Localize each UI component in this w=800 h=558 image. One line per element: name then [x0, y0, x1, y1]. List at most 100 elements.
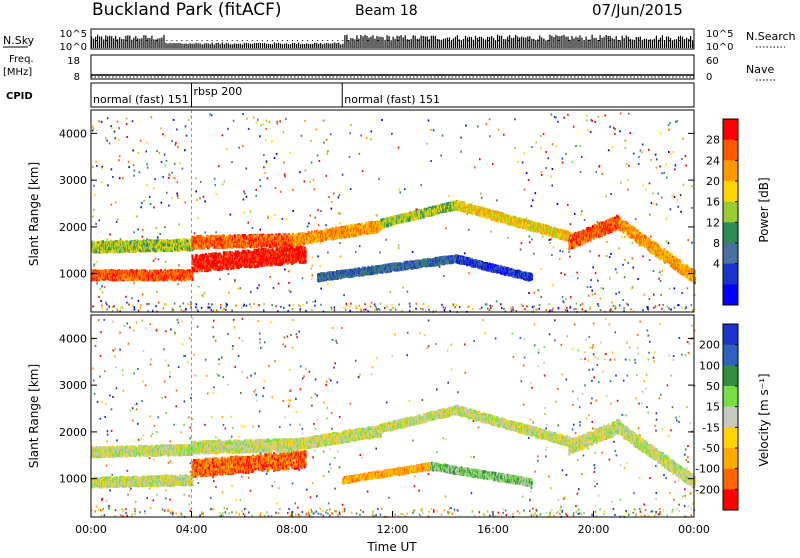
noise-bar [103, 39, 104, 48]
noise-bar [372, 35, 373, 48]
noise-bar [606, 35, 607, 48]
scatter-point [174, 303, 176, 305]
noise-bar [573, 38, 574, 48]
scatter-point [284, 175, 286, 177]
ground-echo-point [211, 303, 213, 305]
scatter-point [222, 134, 224, 136]
noise-bar [461, 40, 462, 48]
ground-echo-point [299, 305, 301, 307]
noise-bar [190, 43, 191, 48]
noise-bar [127, 35, 128, 48]
noise-bar [266, 44, 267, 48]
ground-echo-point [226, 303, 228, 305]
scatter-point [131, 297, 133, 299]
noise-bar [471, 37, 472, 48]
noise-bar [306, 43, 307, 48]
ground-echo-point [355, 305, 357, 307]
scatter-point [632, 286, 634, 288]
noise-bar [308, 44, 309, 48]
scatter-point [653, 294, 655, 296]
noise-bar [429, 39, 430, 48]
noise-bar [216, 43, 217, 48]
scatter-point [680, 211, 682, 213]
noise-search-dot [589, 40, 590, 41]
noise-bar [569, 40, 570, 48]
scatter-point [177, 197, 179, 199]
scatter-point [661, 197, 663, 199]
ground-echo-point [512, 309, 514, 311]
noise-bar [280, 44, 281, 49]
scatter-point [257, 287, 259, 289]
scatter-point [460, 137, 462, 139]
noise-search-dot [599, 40, 600, 41]
scatter-point [164, 226, 166, 228]
ground-echo-point [490, 307, 492, 309]
noise-bar [169, 43, 170, 48]
noise-bar [181, 44, 182, 48]
scatter-point [310, 215, 312, 217]
scatter-point [587, 286, 589, 288]
noise-bar [105, 35, 106, 48]
noise-bar [208, 44, 209, 49]
scatter-point [428, 120, 430, 122]
scatter-point [325, 224, 327, 226]
noise-bar [600, 35, 601, 48]
scatter-point [140, 206, 142, 208]
scatter-point [557, 121, 559, 123]
scatter-point [605, 196, 607, 198]
noise-bar [592, 35, 593, 48]
noise-bar [336, 43, 337, 48]
ground-echo-point [122, 307, 124, 309]
noise-bar [539, 36, 540, 49]
scatter-point [162, 176, 164, 178]
scatter-point [668, 129, 670, 131]
noise-bar [234, 44, 235, 49]
noise-bar [194, 44, 195, 48]
scatter-point [133, 175, 135, 177]
noise-search-dot [458, 40, 459, 41]
ground-echo-point [253, 303, 255, 305]
scatter-point [376, 215, 378, 217]
scatter-point [442, 135, 444, 137]
scatter-point [259, 179, 261, 181]
scatter-point [222, 184, 224, 186]
noise-bar [421, 36, 422, 49]
scatter-point [609, 126, 611, 128]
scatter-point [118, 139, 120, 141]
scatter-point [468, 229, 470, 231]
scatter-point [128, 166, 130, 168]
noise-search-dot [483, 40, 484, 41]
noise-search-dot [307, 40, 308, 41]
scatter-point [283, 161, 285, 163]
noise-search-dot [503, 40, 504, 41]
ground-echo-point [146, 303, 148, 305]
scatter-point [381, 119, 383, 121]
noise-bar [457, 35, 458, 48]
noise-bar [427, 36, 428, 48]
noise-bar [278, 43, 279, 48]
scatter-point [182, 168, 184, 170]
noise-bar [642, 40, 643, 48]
noise-bar [581, 38, 582, 48]
scatter-point [594, 293, 596, 295]
scatter-point [147, 167, 149, 169]
noise-bar [145, 35, 146, 48]
ground-echo-point [443, 306, 445, 308]
scatter-point [126, 123, 128, 125]
scatter-point [331, 208, 333, 210]
scatter-point [231, 161, 233, 163]
scatter-point [99, 219, 101, 221]
scatter-point [440, 154, 442, 156]
ground-echo-point [386, 305, 388, 307]
noise-bar [304, 44, 305, 48]
ground-echo-point [250, 306, 252, 308]
scatter-point [255, 195, 257, 197]
ground-echo-point [231, 310, 233, 312]
noise-search-dot [166, 40, 167, 41]
scatter-point [185, 201, 187, 203]
scatter-point [640, 150, 642, 152]
noise-bar [391, 40, 392, 48]
ground-echo-point [216, 309, 218, 311]
noise-bar [129, 36, 130, 48]
noise-search-dot [277, 40, 278, 41]
